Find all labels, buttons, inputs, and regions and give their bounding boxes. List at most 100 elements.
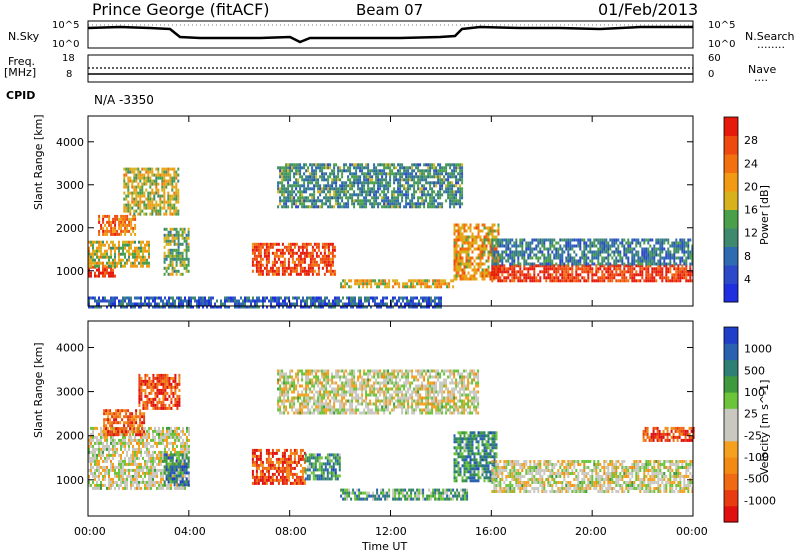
power-cell: [349, 196, 352, 200]
power-cell: [281, 172, 284, 176]
power-cell: [307, 254, 310, 258]
power-cell: [621, 241, 624, 245]
power-cell: [605, 238, 608, 242]
power-cell: [523, 259, 526, 263]
power-cell: [291, 190, 294, 194]
power-cell: [403, 187, 406, 191]
power-cell: [190, 296, 192, 300]
power-cell: [289, 163, 292, 167]
power-cell: [555, 270, 558, 274]
velocity-cell: [152, 438, 154, 442]
power-cell: [152, 299, 154, 303]
velocity-cell: [176, 486, 178, 490]
power-cell: [433, 181, 436, 185]
power-cell: [94, 305, 96, 309]
power-cell: [535, 264, 538, 268]
power-cell: [453, 193, 456, 197]
power-cell: [687, 279, 690, 283]
power-cell: [358, 279, 361, 283]
power-cell: [185, 233, 188, 237]
power-cell: [401, 196, 404, 200]
power-cell: [477, 226, 480, 230]
power-cell: [292, 302, 294, 306]
power-cell: [130, 305, 132, 309]
power-cell: [127, 185, 130, 189]
power-cell: [375, 166, 378, 170]
power-cell: [279, 248, 282, 252]
power-cell: [140, 296, 142, 300]
power-cell: [149, 200, 152, 204]
power-cell: [176, 305, 178, 309]
power-cell: [303, 190, 306, 194]
power-cell: [177, 239, 180, 243]
power-cell: [124, 220, 127, 224]
power-cell: [555, 279, 558, 283]
power-cell: [677, 247, 680, 251]
velocity-cell: [104, 468, 106, 472]
power-cell: [130, 299, 132, 303]
power-cell: [164, 296, 166, 300]
power-cell: [447, 178, 450, 182]
power-cell: [477, 262, 480, 266]
power-cell: [342, 296, 344, 300]
power-cell: [361, 190, 364, 194]
power-cell: [363, 172, 366, 176]
power-cell: [373, 166, 376, 170]
power-cell: [407, 178, 410, 182]
power-cell: [264, 296, 266, 300]
power-cell: [88, 261, 90, 265]
power-cell: [471, 244, 474, 248]
power-cell: [519, 253, 522, 257]
velocity-cell: [128, 474, 130, 478]
velocity-cell: [106, 468, 108, 472]
power-cell: [673, 250, 676, 254]
power-cell: [407, 166, 410, 170]
power-cell: [623, 273, 626, 277]
power-cell: [583, 270, 586, 274]
power-cell: [327, 163, 330, 167]
power-cell: [655, 241, 658, 245]
velocity-cell: [92, 471, 94, 475]
power-cell: [291, 184, 294, 188]
power-cell: [157, 203, 160, 207]
power-cell: [385, 187, 388, 191]
power-cell: [589, 238, 592, 242]
power-cell: [359, 175, 362, 179]
velocity-cell: [92, 426, 94, 430]
power-cell: [597, 262, 600, 266]
power-cell: [577, 267, 580, 271]
power-cell: [173, 173, 176, 177]
power-cell: [321, 266, 324, 270]
power-cell: [125, 194, 128, 198]
power-cell: [279, 172, 282, 176]
power-cell: [347, 166, 350, 170]
power-cell: [187, 257, 190, 261]
power-cell: [122, 246, 124, 250]
power-cell: [465, 256, 468, 260]
power-cell: [685, 267, 688, 271]
power-cell: [151, 179, 154, 183]
power-cell: [373, 181, 376, 185]
power-cell: [179, 242, 182, 246]
power-cell: [495, 235, 498, 239]
power-cell: [114, 258, 116, 262]
power-cell: [177, 257, 180, 261]
velocity-cell: [168, 486, 170, 490]
power-cell: [627, 256, 630, 260]
power-cell: [499, 256, 502, 260]
velocity-cell: [160, 486, 162, 490]
power-cell: [271, 245, 274, 249]
power-cell: [265, 242, 268, 246]
power-cell: [262, 296, 264, 300]
power-cell: [289, 175, 292, 179]
power-cell: [137, 176, 140, 180]
velocity-cell: [114, 438, 116, 442]
power-cell: [190, 302, 192, 306]
power-cell: [433, 190, 436, 194]
power-cell: [521, 279, 524, 283]
power-cell: [315, 272, 318, 276]
power-cell: [419, 205, 422, 209]
power-cell: [448, 282, 451, 286]
power-cell: [253, 263, 256, 267]
